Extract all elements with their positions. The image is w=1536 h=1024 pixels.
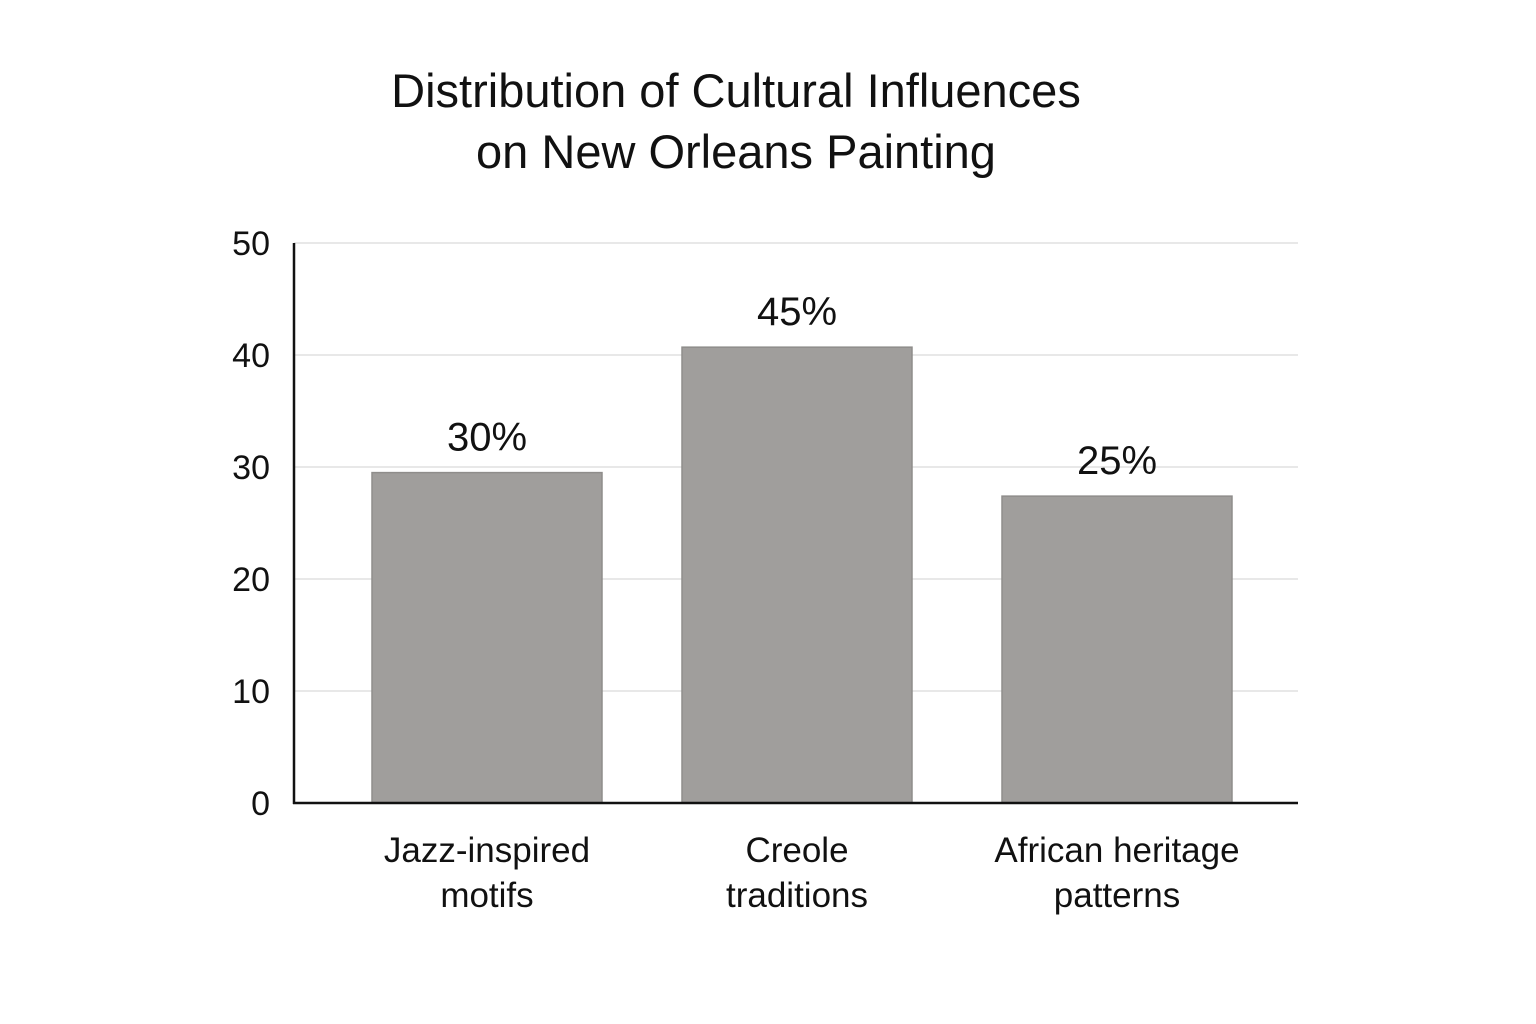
x-tick-label: motifs	[440, 876, 533, 915]
x-tick-label: patterns	[1054, 876, 1180, 915]
bar-value-label: 45%	[757, 290, 837, 334]
x-tick-label: Jazz-inspired	[384, 831, 590, 870]
bar-value-label: 30%	[447, 416, 527, 460]
y-tick-label: 40	[232, 337, 270, 375]
bar-value-label: 25%	[1077, 439, 1157, 483]
bar	[371, 471, 603, 804]
y-tick-label: 50	[232, 225, 270, 263]
x-tick-label: African heritage	[994, 831, 1239, 870]
x-tick-label: traditions	[726, 876, 868, 915]
y-tick-label: 10	[232, 673, 270, 711]
y-tick-label: 20	[232, 561, 270, 599]
bar	[1001, 495, 1233, 804]
chart-title-line-2: on New Orleans Painting	[476, 125, 996, 178]
x-tick-label: Creole	[745, 831, 848, 870]
bar	[681, 346, 913, 804]
y-tick-label: 0	[251, 785, 270, 823]
chart-title-line-1: Distribution of Cultural Influences	[391, 64, 1081, 117]
y-tick-label: 30	[232, 449, 270, 487]
chart-title: Distribution of Cultural Influences on N…	[0, 60, 1472, 182]
